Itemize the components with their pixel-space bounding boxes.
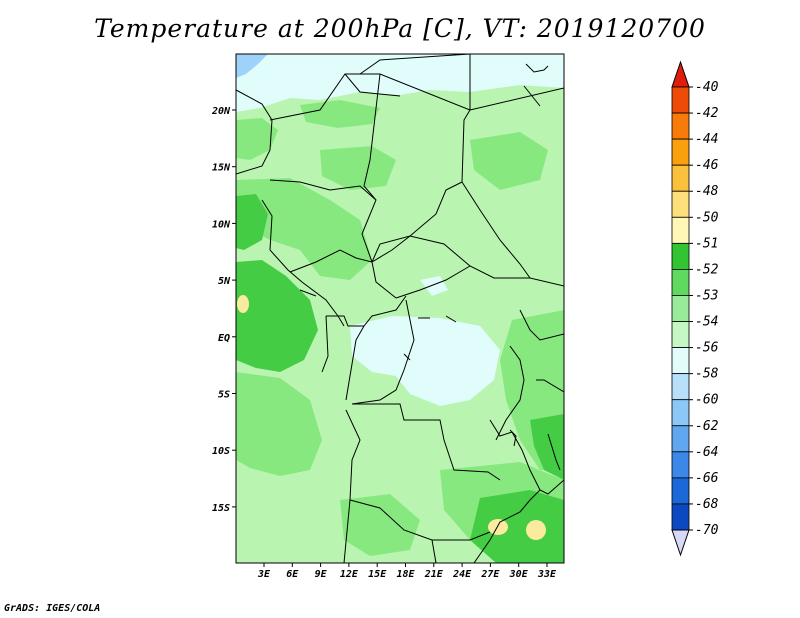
lon-tick-label: 33E xyxy=(537,569,557,580)
field-dark-green-nw xyxy=(236,194,268,250)
field-blue-corner xyxy=(236,54,268,78)
field-mid-green-north-1 xyxy=(236,118,278,160)
colorbar-segment xyxy=(671,347,690,375)
country-borders xyxy=(236,54,564,563)
colorbar-segment xyxy=(671,503,690,531)
lon-tick-label: 30E xyxy=(509,569,529,580)
colorbar-label: -52 xyxy=(695,262,719,277)
colorbar-label: -58 xyxy=(695,367,719,382)
colorbar-label: -42 xyxy=(695,106,719,121)
colorbar-label: -66 xyxy=(695,471,719,486)
colorbar-label: -48 xyxy=(695,184,719,199)
colorbar-segment xyxy=(671,399,690,427)
colorbar-label: -53 xyxy=(695,288,718,303)
field-cyan-congo xyxy=(350,316,500,406)
colorbar: -40 -42 -44 -46 -48 -50 -51 -52 -53 -54 -56 -58 -60 -… xyxy=(671,60,719,557)
latitude-ticks: 20N 15N 10N 5N EQ 5S 10S 15S xyxy=(211,106,236,514)
colorbar-label: -46 xyxy=(695,158,719,173)
lon-tick-label: 12E xyxy=(340,569,359,580)
field-mid-green-sw xyxy=(236,372,322,476)
colorbar-label: -56 xyxy=(695,341,719,356)
field-yellow-west xyxy=(237,295,249,313)
lon-tick-label: 15E xyxy=(368,569,387,580)
lon-tick-label: 24E xyxy=(452,569,472,580)
lon-tick-label: 9E xyxy=(315,569,328,580)
colorbar-segment xyxy=(671,425,690,453)
lat-tick-label: 15N xyxy=(212,163,231,174)
lat-tick-label: 10N xyxy=(212,219,231,230)
colorbar-segment xyxy=(671,477,690,505)
field-mid-green-north-2 xyxy=(300,100,380,128)
colorbar-label: -68 xyxy=(695,497,719,512)
lat-tick-label: 15S xyxy=(212,503,230,514)
colorbar-segment xyxy=(671,269,690,296)
footer-credit: GrADS: IGES/COLA xyxy=(4,603,101,614)
colorbar-top-arrow xyxy=(671,60,690,88)
field-mid-green-west xyxy=(236,178,372,280)
colorbar-segment xyxy=(671,216,690,244)
map-title: Temperature at 200hPa [C], VT: 201912070… xyxy=(94,14,706,43)
lat-tick-label: 20N xyxy=(211,106,231,117)
longitude-ticks: 3E 6E 9E 12E 15E 18E 21E 24E 27E 30E 33E xyxy=(257,563,557,580)
colorbar-label: -51 xyxy=(695,236,718,251)
colorbar-label: -50 xyxy=(695,210,719,225)
lon-tick-label: 21E xyxy=(424,569,444,580)
lat-tick-label: 5N xyxy=(218,276,231,287)
colorbar-segment xyxy=(671,321,690,348)
field-yellow-se-1 xyxy=(488,519,508,535)
lon-tick-label: 3E xyxy=(257,569,271,580)
colorbar-bottom-arrow xyxy=(671,529,690,557)
lon-tick-label: 27E xyxy=(480,569,500,580)
colorbar-segment xyxy=(671,295,690,322)
colorbar-label: -44 xyxy=(695,132,718,147)
field-dark-green-e xyxy=(530,414,564,480)
lat-tick-label: 5S xyxy=(218,390,230,401)
lon-tick-label: 18E xyxy=(396,569,415,580)
lat-tick-label: 10S xyxy=(212,446,230,457)
field-dark-green-se xyxy=(470,490,564,563)
field-mid-green-north-4 xyxy=(320,146,396,190)
lat-tick-label: EQ xyxy=(218,333,230,344)
colorbar-label: -40 xyxy=(695,80,719,95)
colorbar-segment xyxy=(671,138,690,166)
colorbar-label: -70 xyxy=(695,523,719,538)
lon-tick-label: 6E xyxy=(286,569,299,580)
colorbar-label: -64 xyxy=(695,445,718,460)
colorbar-segment xyxy=(671,451,690,479)
colorbar-label: -60 xyxy=(695,393,719,408)
colorbar-label: -54 xyxy=(695,315,718,330)
colorbar-label: -62 xyxy=(695,419,719,434)
colorbar-segment xyxy=(671,242,690,270)
field-dark-green-west xyxy=(236,260,318,372)
map-frame xyxy=(235,53,565,564)
field-cyan-north xyxy=(236,54,564,112)
field-mid-green-north-3 xyxy=(470,132,548,190)
field-yellow-se-2 xyxy=(526,520,546,540)
colorbar-segment xyxy=(671,164,690,192)
colorbar-segment xyxy=(671,190,690,218)
colorbar-segment xyxy=(671,86,690,114)
field-mid-green-sc xyxy=(340,494,420,556)
field-cyan-small xyxy=(420,276,448,296)
colorbar-segment xyxy=(671,112,690,140)
temperature-field xyxy=(236,54,564,563)
colorbar-segment xyxy=(671,373,690,401)
